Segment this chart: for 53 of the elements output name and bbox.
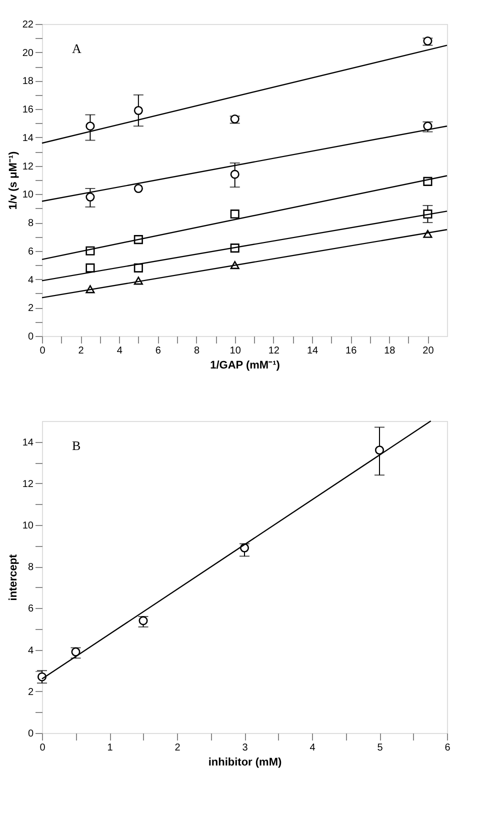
y-tick-label: 12 (22, 161, 34, 172)
y-axis-title: 1/v (s μM⁻¹) (7, 150, 20, 210)
y-tick-label: 0 (28, 332, 34, 342)
x-tick-label: 10 (230, 346, 242, 356)
point (230, 170, 240, 179)
x-axis-title: inhibitor (mM) (208, 756, 282, 768)
y-tick-label: 10 (22, 190, 34, 201)
x-tick-label: 2 (78, 346, 84, 356)
point (86, 122, 95, 131)
x-tick-label: 8 (194, 346, 200, 356)
y-tick-label: 20 (22, 48, 34, 59)
y-tick-label: 6 (28, 246, 34, 258)
y-tick-label: 16 (22, 104, 34, 116)
x-axis-title: 1/GAP (mM⁻¹) (210, 360, 280, 372)
y-tick-label: 14 (22, 132, 34, 144)
point (134, 106, 143, 116)
y-tick-label: 2 (28, 303, 34, 314)
x-tick-label: 6 (444, 742, 451, 754)
y-tick-label: 6 (28, 604, 34, 615)
x-tick-label: 20 (422, 346, 434, 356)
point (134, 184, 143, 194)
x-tick-label: 16 (346, 346, 358, 356)
point (86, 192, 95, 202)
y-tick-label: 14 (22, 437, 34, 448)
y-tick-label: 18 (22, 76, 34, 88)
x-tick-label: 0 (40, 742, 46, 754)
x-tick-label: 3 (242, 742, 248, 754)
y-tick-label: 12 (22, 478, 34, 490)
x-tick-label: 2 (174, 742, 181, 754)
annotation: B (72, 438, 81, 453)
point (86, 263, 95, 272)
point (230, 210, 240, 219)
y-tick-label: 22 (22, 20, 34, 30)
x-tick-label: 4 (116, 346, 123, 356)
x-tick-label: 12 (268, 346, 280, 356)
x-tick-label: 1 (107, 742, 114, 754)
y-tick-label: 0 (28, 728, 34, 740)
y-tick-label: 8 (28, 562, 34, 574)
y-tick-label: 4 (28, 645, 34, 656)
y-tick-label: 10 (22, 520, 34, 532)
x-tick-label: 5 (377, 742, 384, 754)
y-axis-title: intercept (7, 554, 20, 601)
y-tick-label: 2 (28, 686, 34, 698)
annotation: A (72, 41, 82, 56)
x-tick-label: 4 (310, 742, 316, 754)
y-tick-label: 8 (28, 218, 34, 230)
point (374, 446, 384, 455)
y-tick-label: 4 (28, 274, 34, 286)
x-tick-label: 14 (306, 346, 318, 356)
x-tick-label: 6 (155, 346, 162, 356)
x-tick-label: 18 (384, 346, 396, 356)
x-tick-label: 0 (40, 346, 46, 356)
point (71, 647, 80, 656)
